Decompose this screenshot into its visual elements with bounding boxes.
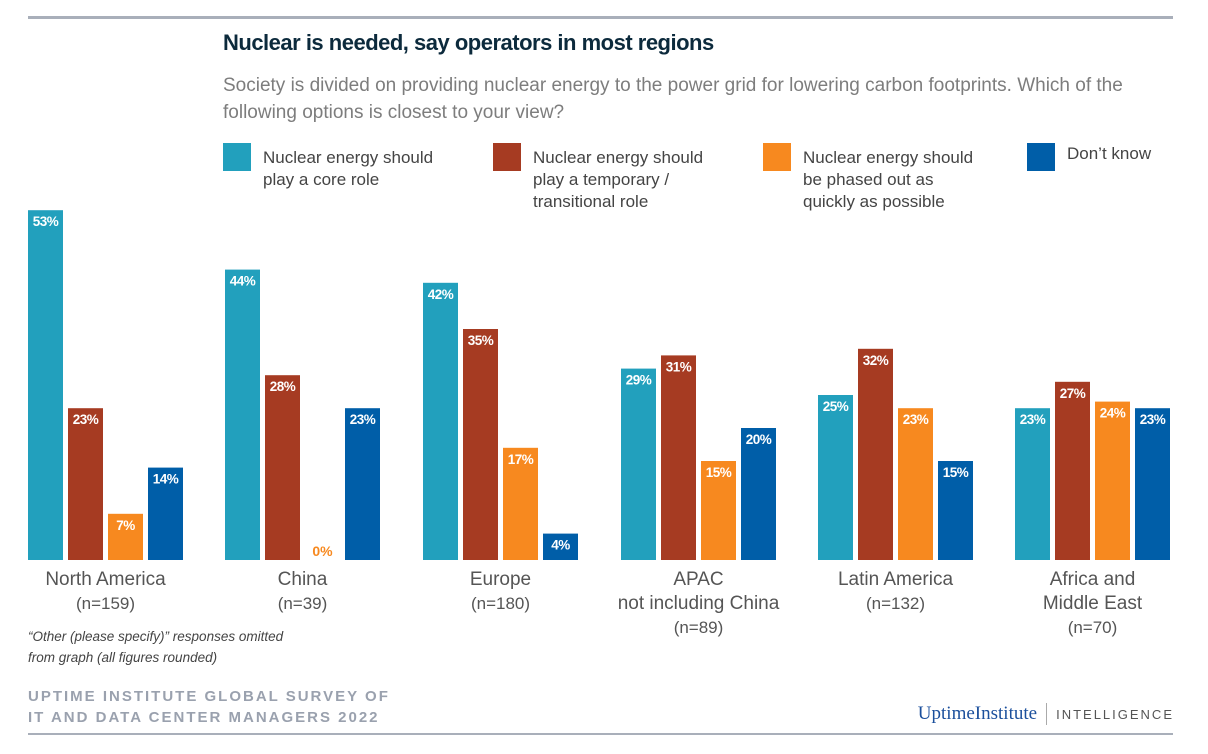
bar [543, 533, 578, 560]
bar [1015, 408, 1050, 560]
legend-swatch [763, 143, 791, 171]
data-label: 42% [428, 287, 454, 302]
bar [741, 428, 776, 560]
data-label: 53% [33, 214, 59, 229]
bar [701, 461, 736, 560]
legend-item: Don’t know [1027, 143, 1151, 171]
category-label: Europe [470, 569, 531, 590]
category-label: APAC [673, 569, 723, 590]
bar [503, 447, 538, 560]
legend-swatch [493, 143, 521, 171]
data-label: 23% [1140, 412, 1166, 427]
bar [661, 355, 696, 560]
data-label: 31% [666, 359, 692, 374]
bar [858, 348, 893, 560]
legend-swatch [223, 143, 251, 171]
legend-label: Don’t know [1067, 144, 1152, 163]
bar [938, 461, 973, 560]
chart-title: Nuclear is needed, say operators in most… [223, 30, 714, 55]
bar [148, 467, 183, 560]
data-label: 28% [270, 379, 296, 394]
category-n-label: (n=70) [1068, 618, 1118, 637]
bar [28, 210, 63, 560]
data-label: 4% [551, 538, 570, 553]
bar [1055, 381, 1090, 560]
category-n-label: (n=132) [866, 594, 925, 613]
bar [898, 408, 933, 560]
bar [345, 408, 380, 560]
bar [621, 368, 656, 560]
data-label: 23% [73, 412, 99, 427]
legend-item: Nuclear energy should play a core role [223, 143, 433, 191]
category-label: Africa and [1050, 569, 1136, 590]
category-label: not including China [618, 593, 780, 614]
category-label: China [278, 569, 328, 590]
category-label: Latin America [838, 569, 954, 590]
data-label: 14% [153, 472, 179, 487]
data-label: 15% [943, 465, 969, 480]
top-divider [28, 16, 1173, 19]
data-label: 44% [230, 274, 256, 289]
data-label: 7% [116, 518, 135, 533]
chart-subtitle: Society is divided on providing nuclear … [223, 75, 1123, 123]
category-n-label: (n=159) [76, 594, 135, 613]
logo-separator [1046, 703, 1048, 725]
data-label: 27% [1060, 386, 1086, 401]
source-label: UPTIME INSTITUTE GLOBAL SURVEY OF IT AND… [28, 688, 390, 726]
logo-uptime: Uptime [917, 703, 975, 724]
bar [68, 408, 103, 560]
data-label: 17% [508, 452, 534, 467]
data-label: 32% [863, 353, 889, 368]
legend-label: Nuclear energy should be phased out as q… [803, 148, 974, 211]
data-label: 24% [1100, 406, 1126, 421]
bar [818, 395, 853, 560]
footnote: “Other (please specify)” responses omitt… [28, 629, 284, 665]
bar [225, 269, 260, 560]
data-label: 23% [350, 412, 376, 427]
data-label: 23% [1020, 412, 1046, 427]
legend-item: Nuclear energy should be phased out as q… [763, 143, 973, 213]
bar [423, 282, 458, 560]
category-n-label: (n=39) [278, 594, 328, 613]
data-label: 23% [903, 412, 929, 427]
bar [265, 375, 300, 560]
legend-swatch [1027, 143, 1055, 171]
data-label: 0% [312, 543, 333, 559]
category-label: Middle East [1043, 593, 1143, 614]
legend-item: Nuclear energy should play a temporary /… [493, 143, 703, 213]
category-n-label: (n=89) [674, 618, 724, 637]
bottom-divider [28, 733, 1173, 735]
data-label: 25% [823, 399, 849, 414]
category-n-label: (n=180) [471, 594, 530, 613]
data-label: 15% [706, 465, 732, 480]
logo-institute: Institute [974, 703, 1038, 724]
uptime-logo: Uptime Institute INTELLIGENCE [918, 703, 1174, 725]
data-label: 29% [626, 373, 652, 388]
bar [108, 513, 143, 560]
bar [1095, 401, 1130, 560]
legend-label: Nuclear energy should play a core role [263, 148, 434, 189]
data-label: 35% [468, 333, 494, 348]
bar [463, 329, 498, 560]
logo-intelligence: INTELLIGENCE [1056, 706, 1174, 722]
bar [1135, 408, 1170, 560]
data-label: 20% [746, 432, 772, 447]
legend-label: Nuclear energy should play a temporary /… [533, 148, 704, 211]
category-label: North America [45, 569, 166, 590]
